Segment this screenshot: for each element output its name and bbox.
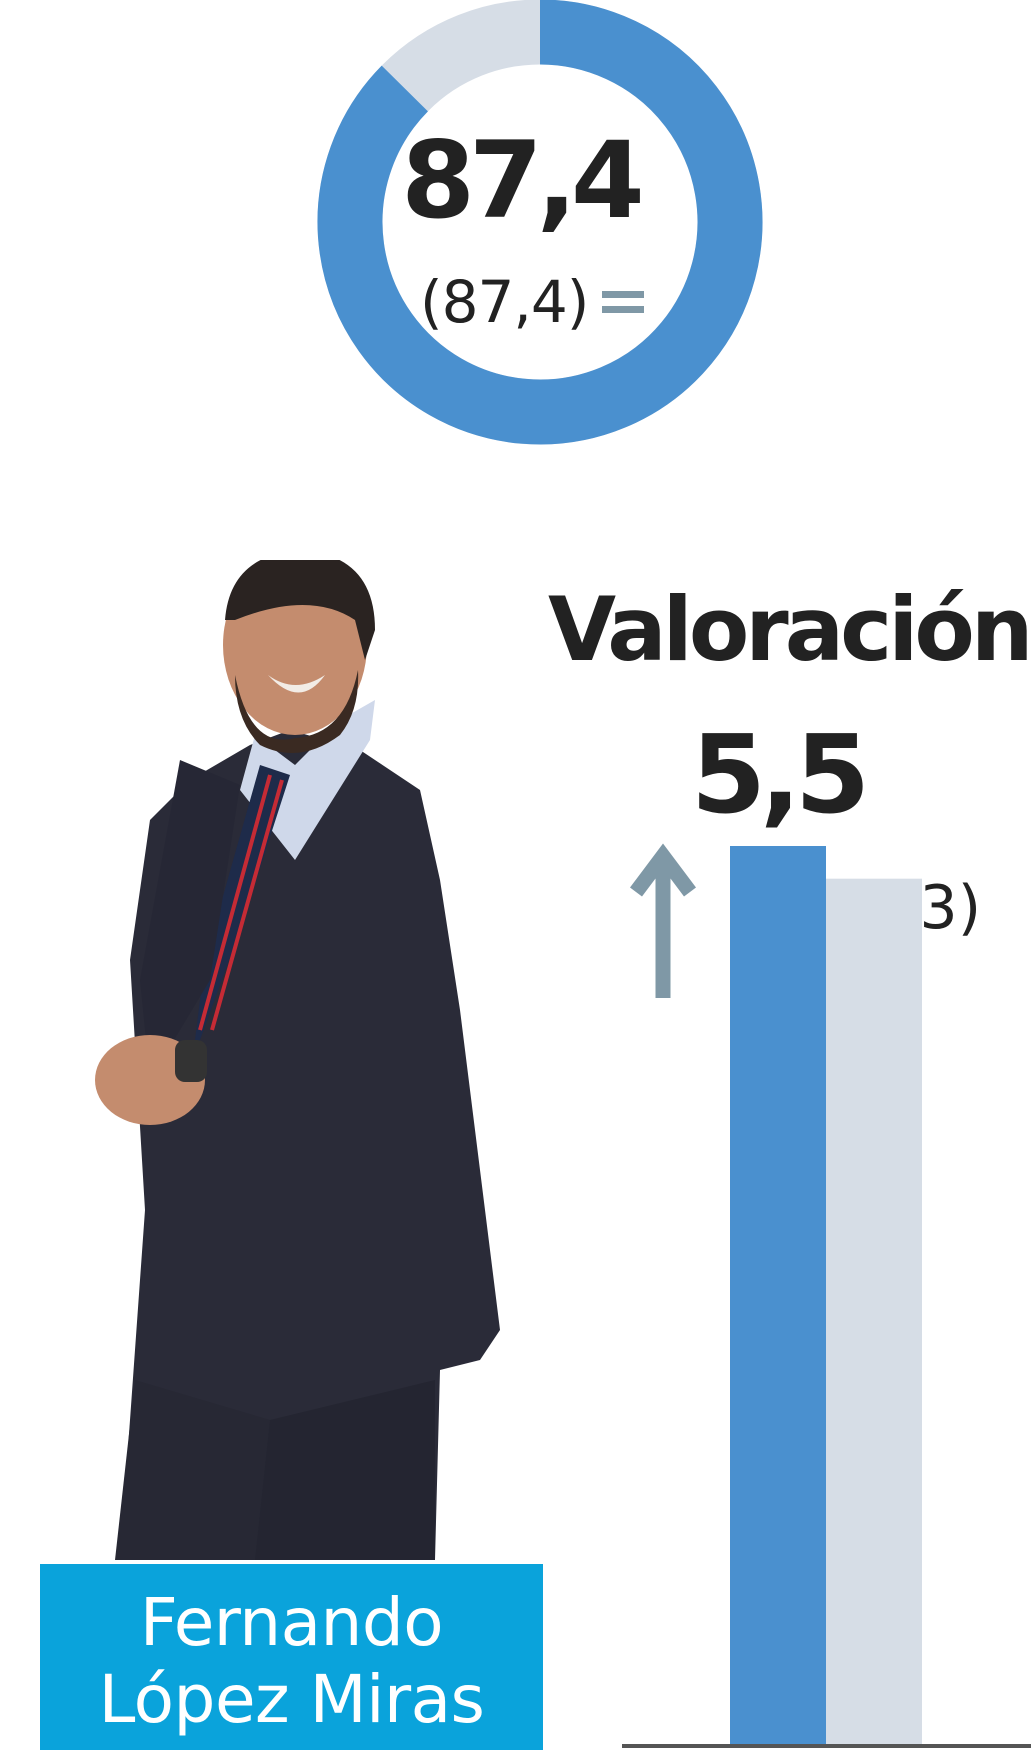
bar-previous	[826, 878, 922, 1745]
person-first-name: Fernando	[139, 1584, 444, 1661]
trend-up-arrow-icon	[630, 843, 696, 998]
person-last-name: López Miras	[98, 1661, 485, 1739]
person-name-label: Fernando López Miras	[40, 1564, 543, 1750]
equal-icon	[602, 287, 645, 317]
donut-previous-label: (87,4)	[420, 268, 589, 336]
participation-donut-chart	[317, 0, 763, 445]
donut-value-arc	[317, 0, 763, 445]
donut-value-label: 87,4	[401, 119, 645, 242]
rating-current-value-label: 5,5	[690, 713, 870, 838]
bar-current	[730, 846, 826, 1745]
person-photo	[95, 560, 500, 1560]
donut-previous-row: (87,4)	[420, 266, 645, 338]
rating-chart-title: Valoración	[548, 578, 1031, 681]
